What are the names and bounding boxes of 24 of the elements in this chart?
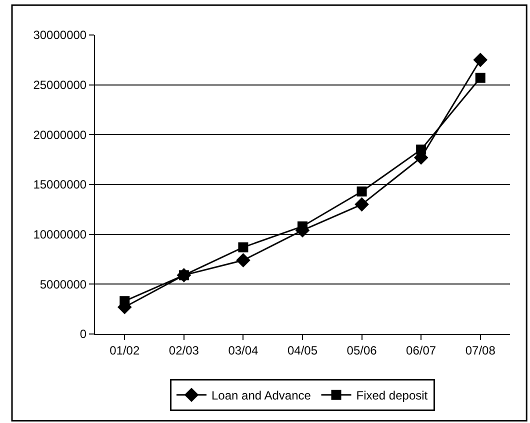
point xyxy=(416,144,426,155)
point xyxy=(120,296,130,306)
y-tick-label: 15000000 xyxy=(33,178,87,192)
x-tick-label: 04/05 xyxy=(287,343,318,358)
point xyxy=(473,52,488,68)
y-tick-label: 0 xyxy=(80,327,87,342)
point xyxy=(238,242,248,252)
y-tick-label: 30000000 xyxy=(33,28,87,42)
point xyxy=(356,186,367,196)
x-tick-label: 02/03 xyxy=(168,343,200,358)
x-tick-label: 03/04 xyxy=(228,343,259,358)
x-tick-label: 07/08 xyxy=(465,343,496,358)
point xyxy=(354,197,369,212)
y-tick-label: 20000000 xyxy=(33,128,87,142)
y-tick-label: 10000000 xyxy=(33,228,87,242)
legend-label: Loan and Advance xyxy=(212,388,312,403)
x-tick-label: 05/06 xyxy=(346,343,378,358)
y-tick-label: 25000000 xyxy=(33,78,87,92)
x-tick-label: 01/02 xyxy=(110,343,140,358)
point xyxy=(475,72,486,83)
x-tick-label: 06/07 xyxy=(406,343,436,358)
y-tick-label: 5000000 xyxy=(40,277,87,292)
point xyxy=(236,253,250,268)
legend-label: Fixed deposit xyxy=(356,388,428,403)
